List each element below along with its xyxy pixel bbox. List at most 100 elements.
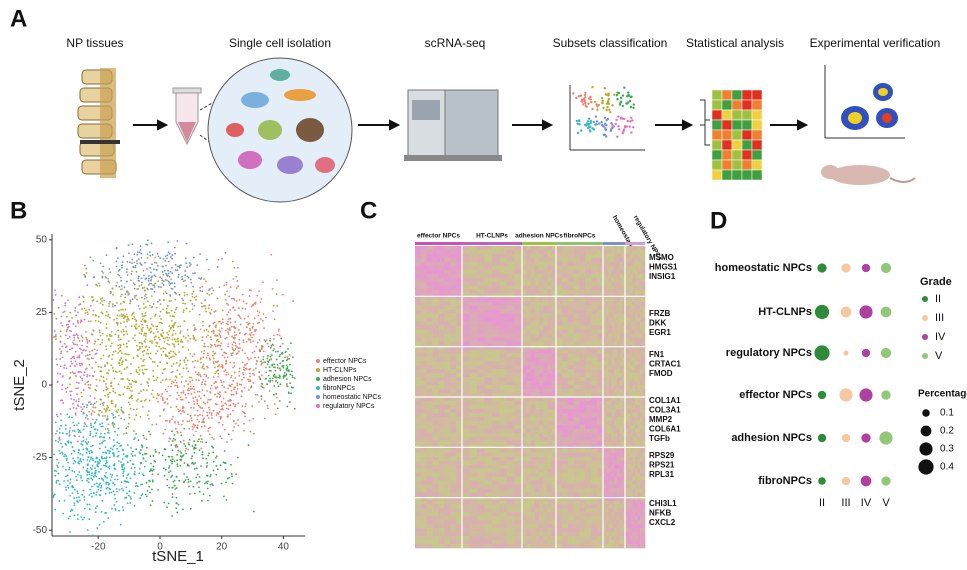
heat-cell xyxy=(640,301,643,306)
cell-dot xyxy=(107,483,110,486)
cell-dot xyxy=(146,348,149,351)
heat-cell xyxy=(642,246,646,251)
heat-cell xyxy=(630,305,633,310)
cell-dot xyxy=(151,284,154,287)
cell-dot xyxy=(59,335,62,338)
cell-dot xyxy=(259,378,262,381)
cell-dot xyxy=(77,370,80,373)
heat-cell xyxy=(585,341,592,346)
heat-cell xyxy=(530,301,536,306)
heat-cell xyxy=(556,273,563,279)
heat-cell xyxy=(597,309,604,314)
heat-cell xyxy=(632,365,636,370)
cell-dot xyxy=(90,477,93,480)
heat-cell xyxy=(514,400,523,406)
cell-dot xyxy=(95,475,98,478)
y-tick-label: 25 xyxy=(36,307,48,318)
heat-cell xyxy=(614,313,618,318)
heat-cell xyxy=(539,333,544,338)
cell-dot xyxy=(93,483,96,486)
cell-dot xyxy=(167,241,170,244)
heat-cell xyxy=(556,313,563,318)
heat-cell xyxy=(456,301,463,306)
cell-dot xyxy=(224,251,227,254)
heat-cell xyxy=(616,265,620,271)
heat-cell xyxy=(632,253,636,259)
cell-dot xyxy=(97,488,100,491)
heat-cell xyxy=(492,369,500,374)
heat-cell xyxy=(462,313,470,318)
heat-cell xyxy=(591,281,598,287)
heat-cell xyxy=(642,329,646,334)
cell-dot xyxy=(180,338,183,341)
heat-cell xyxy=(514,309,523,314)
cell-dot xyxy=(137,366,140,369)
cell-dot xyxy=(104,464,107,467)
cell-dot xyxy=(250,289,252,292)
heat-cell xyxy=(611,297,615,302)
mini-cell xyxy=(741,99,753,111)
cell-dot xyxy=(177,325,180,328)
cell-dot xyxy=(88,452,91,455)
heat-cell xyxy=(561,345,569,350)
heat-cell xyxy=(469,397,478,402)
group-bar xyxy=(462,242,522,245)
cell-dot xyxy=(86,354,89,357)
cell-dot xyxy=(63,499,66,502)
mini-dot xyxy=(572,92,575,95)
cell-dot xyxy=(155,379,158,381)
cell-dot xyxy=(235,287,238,289)
cell-dot xyxy=(69,329,71,332)
cell-dot xyxy=(112,293,114,296)
heat-cell xyxy=(514,337,523,342)
heat-cell xyxy=(625,377,628,382)
cell-dot xyxy=(208,411,211,414)
cell-dot xyxy=(185,285,188,287)
heat-cell xyxy=(477,301,485,306)
heat-cell xyxy=(632,281,636,287)
cell-dot xyxy=(113,423,116,426)
cell-dot xyxy=(178,479,181,482)
cell-dot xyxy=(171,460,174,463)
heat-cell xyxy=(420,281,428,287)
heat-cell xyxy=(462,353,470,358)
cell-dot xyxy=(132,265,135,268)
heat-cell xyxy=(622,397,626,402)
heat-cell xyxy=(611,389,615,394)
cell-dot xyxy=(105,378,108,380)
cell-dot xyxy=(101,338,104,341)
cell-dot xyxy=(200,447,203,450)
heat-cell xyxy=(627,289,631,294)
cell-dot xyxy=(105,471,107,474)
cell-dot xyxy=(155,341,158,344)
heat-cell xyxy=(622,400,626,406)
cell-dot xyxy=(170,278,173,281)
heat-cell xyxy=(514,273,523,279)
heat-cell xyxy=(619,273,623,279)
heat-cell xyxy=(462,246,470,251)
cell-dot xyxy=(164,419,167,422)
heat-cell xyxy=(444,393,451,398)
heat-cell xyxy=(556,369,563,374)
heat-cell xyxy=(556,257,563,263)
heat-cell xyxy=(415,389,422,394)
heat-cell xyxy=(608,353,612,358)
cell-dot xyxy=(283,371,286,374)
cell-dot xyxy=(171,355,174,358)
heat-cell xyxy=(426,301,433,306)
mini-dot xyxy=(589,125,592,128)
cell-dot xyxy=(100,489,102,492)
heat-cell xyxy=(567,269,574,275)
heat-cell xyxy=(591,325,598,330)
cell-dot xyxy=(135,432,137,435)
heat-cell xyxy=(539,349,544,354)
cell-dot xyxy=(83,273,86,276)
cell-dot xyxy=(166,331,169,334)
cell-dot xyxy=(230,325,233,328)
cell-dot xyxy=(124,497,126,499)
cell-dot xyxy=(126,502,129,505)
cell-dot xyxy=(227,343,230,345)
cell-dot xyxy=(166,362,169,365)
heat-cell xyxy=(477,349,485,354)
heat-cell xyxy=(640,377,643,382)
